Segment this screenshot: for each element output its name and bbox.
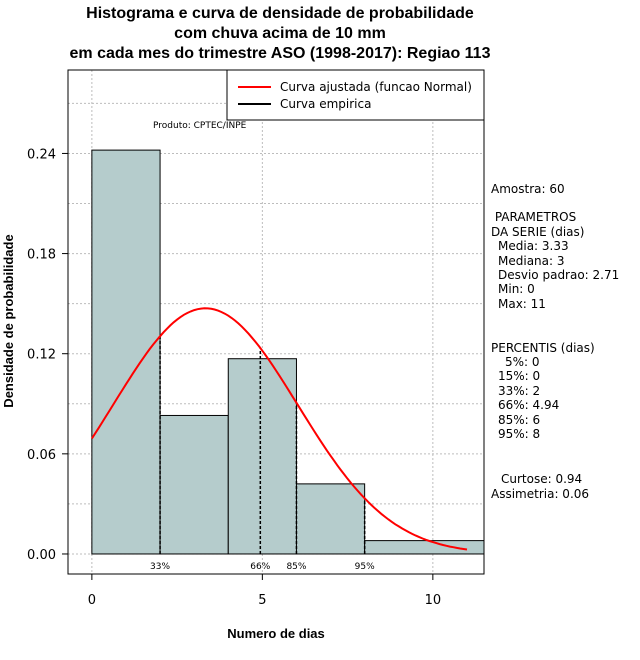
y-axis-label: Densidade de probabilidade [1,234,16,407]
y-tick-label: 0.18 [27,248,56,263]
y-tick-label: 0.00 [27,548,56,563]
stat-p85: 85%: 6 [498,413,541,427]
stat-mediana: Mediana: 3 [498,254,565,268]
chart-title-line-3: em cada mes do trimestre ASO (1998-2017)… [69,45,491,62]
percentile-label: 33% [150,562,170,572]
x-tick-label: 10 [425,593,442,608]
y-tick-label: 0.24 [27,147,56,162]
stat-min: Min: 0 [498,282,535,296]
percentile-label: 85% [286,562,306,572]
y-tick-label: 0.12 [27,348,56,363]
chart-title-line-2: com chuva acima de 10 mm [174,25,386,42]
percentile-markers: 33% 66% 85% 95% [150,336,375,572]
legend-fitted-label: Curva ajustada (funcao Normal) [280,80,472,94]
legend: Curva ajustada (funcao Normal) Curva emp… [226,69,485,121]
stat-p15: 15%: 0 [498,369,541,383]
histogram-bar [159,414,229,555]
stat-p95: 95%: 8 [498,427,541,441]
stat-param-header-2: DA SERIE (dias) [491,225,585,239]
stat-media: Media: 3.33 [498,239,569,253]
histogram-bar [295,483,366,555]
x-tick-label: 0 [88,593,96,608]
stat-param-header-1: PARAMETROS [491,210,577,224]
axes-layer: 0 5 10 0.00 0.06 0.12 0.18 0.24 [27,147,441,608]
histogram-bar [91,149,161,555]
stat-amostra: Amostra: 60 [491,182,565,196]
stat-curtose: Curtose: 0.94 [501,472,583,486]
normal-fit-curve [91,307,468,551]
legend-empirical-label: Curva empirica [280,97,371,111]
stat-perc-header: PERCENTIS (dias) [491,341,595,355]
stat-desvio: Desvio padrao: 2.71 [498,268,620,282]
histogram-bar [364,540,485,555]
stat-p66: 66%: 4.94 [498,398,560,412]
y-tick-label: 0.06 [27,448,56,463]
stat-p33: 33%: 2 [498,384,541,398]
stat-p5: 5%: 0 [505,355,540,369]
chart-title-line-1: Histograma e curva de densidade de proba… [86,5,474,22]
histogram-bar [227,358,297,555]
legend-box [226,69,485,121]
product-label: Produto: CPTEC/INPE [153,121,247,131]
x-axis-label: Numero de dias [227,626,325,641]
stat-max: Max: 11 [498,297,546,311]
stat-assimetria: Assimetria: 0.06 [491,487,590,501]
x-tick-label: 5 [258,593,266,608]
percentile-label: 95% [355,562,375,572]
histogram-bars [91,149,485,555]
percentile-label: 66% [250,562,270,572]
normal-curve-layer [91,307,468,551]
